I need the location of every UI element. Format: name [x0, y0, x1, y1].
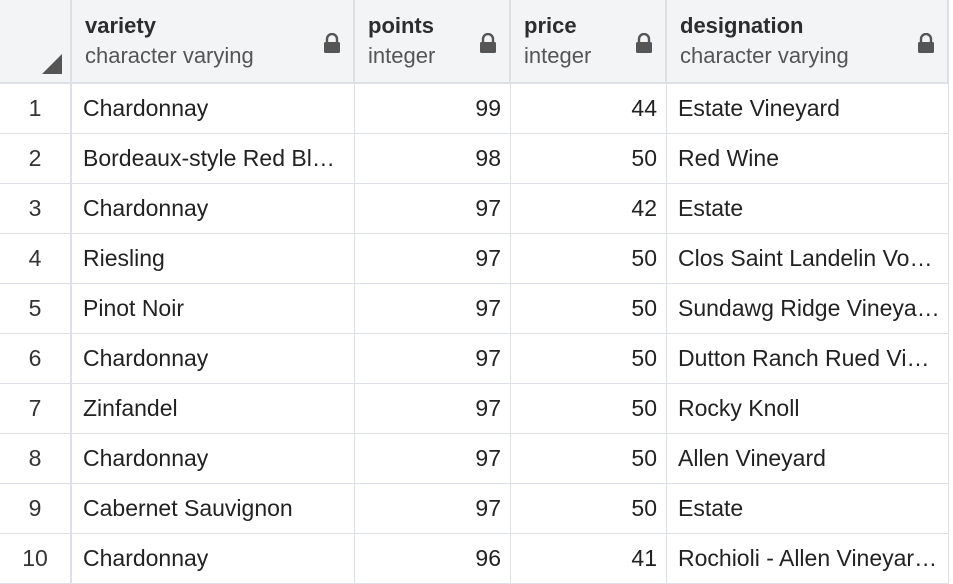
cell-points[interactable]: 97	[355, 184, 511, 234]
cell-variety-text: Pinot Noir	[83, 295, 184, 321]
cell-variety[interactable]: Chardonnay	[72, 84, 355, 134]
cell-variety-text: Bordeaux-style Red Ble…	[83, 145, 346, 171]
cell-variety-text: Chardonnay	[83, 445, 209, 471]
cell-designation[interactable]: Red Wine	[667, 134, 949, 184]
cell-designation[interactable]: Estate	[667, 184, 949, 234]
cell-variety[interactable]: Riesling	[72, 234, 355, 284]
column-header-price[interactable]: price integer	[511, 0, 667, 84]
column-name: variety	[85, 13, 156, 38]
select-all-triangle-icon	[42, 54, 62, 74]
column-type: character varying	[680, 43, 849, 68]
cell-designation-text: Estate Vineyard	[678, 95, 840, 121]
cell-designation-text: Dutton Ranch Rued Vin…	[678, 345, 940, 371]
cell-designation[interactable]: Allen Vineyard	[667, 434, 949, 484]
cell-points[interactable]: 97	[355, 334, 511, 384]
cell-price[interactable]: 50	[511, 434, 667, 484]
cell-designation-text: Estate	[678, 495, 744, 521]
cell-price[interactable]: 50	[511, 134, 667, 184]
cell-variety[interactable]: Zinfandel	[72, 384, 355, 434]
cell-price[interactable]: 50	[511, 384, 667, 434]
cell-variety[interactable]: Bordeaux-style Red Ble…	[72, 134, 355, 184]
cell-price[interactable]: 50	[511, 284, 667, 334]
cell-designation[interactable]: Clos Saint Landelin Vo…	[667, 234, 949, 284]
lock-icon	[480, 33, 496, 53]
cell-variety[interactable]: Cabernet Sauvignon	[72, 484, 355, 534]
cell-designation-text: Rochioli - Allen Vineyar…	[678, 545, 938, 571]
cell-price[interactable]: 42	[511, 184, 667, 234]
column-name: price	[524, 13, 577, 38]
cell-designation-text: Allen Vineyard	[678, 445, 826, 471]
column-type: integer	[524, 43, 592, 68]
cell-designation[interactable]: Estate	[667, 484, 949, 534]
cell-designation-text: Estate	[678, 195, 744, 221]
row-number[interactable]: 8	[0, 434, 72, 484]
row-number[interactable]: 6	[0, 334, 72, 384]
cell-points[interactable]: 97	[355, 484, 511, 534]
cell-price[interactable]: 44	[511, 84, 667, 134]
cell-points[interactable]: 97	[355, 434, 511, 484]
cell-variety-text: Zinfandel	[83, 395, 178, 421]
column-name: points	[368, 13, 434, 38]
lock-icon	[918, 33, 934, 53]
cell-variety[interactable]: Chardonnay	[72, 434, 355, 484]
cell-variety-text: Cabernet Sauvignon	[83, 495, 293, 521]
select-all-corner[interactable]	[0, 0, 72, 84]
cell-variety-text: Chardonnay	[83, 195, 209, 221]
column-name: designation	[680, 13, 804, 38]
cell-points[interactable]: 97	[355, 234, 511, 284]
column-header-variety[interactable]: variety character varying	[72, 0, 355, 84]
column-type: character varying	[85, 43, 254, 68]
cell-designation-text: Clos Saint Landelin Vo…	[678, 245, 933, 271]
cell-designation-text: Sundawg Ridge Vineya…	[678, 295, 940, 321]
cell-price[interactable]: 50	[511, 334, 667, 384]
cell-variety[interactable]: Chardonnay	[72, 184, 355, 234]
cell-designation[interactable]: Rochioli - Allen Vineyar…	[667, 534, 949, 584]
cell-price[interactable]: 50	[511, 484, 667, 534]
row-number[interactable]: 3	[0, 184, 72, 234]
cell-variety-text: Chardonnay	[83, 545, 209, 571]
cell-points[interactable]: 97	[355, 284, 511, 334]
cell-variety-text: Riesling	[83, 245, 165, 271]
cell-price[interactable]: 50	[511, 234, 667, 284]
cell-variety[interactable]: Chardonnay	[72, 334, 355, 384]
cell-points[interactable]: 99	[355, 84, 511, 134]
row-number[interactable]: 1	[0, 84, 72, 134]
cell-price[interactable]: 41	[511, 534, 667, 584]
column-header-points[interactable]: points integer	[355, 0, 511, 84]
row-number[interactable]: 5	[0, 284, 72, 334]
row-number[interactable]: 7	[0, 384, 72, 434]
row-number[interactable]: 4	[0, 234, 72, 284]
cell-variety[interactable]: Chardonnay	[72, 534, 355, 584]
cell-designation[interactable]: Estate Vineyard	[667, 84, 949, 134]
cell-designation-text: Rocky Knoll	[678, 395, 800, 421]
row-number[interactable]: 9	[0, 484, 72, 534]
cell-designation[interactable]: Sundawg Ridge Vineya…	[667, 284, 949, 334]
cell-points[interactable]: 98	[355, 134, 511, 184]
cell-points[interactable]: 96	[355, 534, 511, 584]
cell-points[interactable]: 97	[355, 384, 511, 434]
cell-designation[interactable]: Dutton Ranch Rued Vin…	[667, 334, 949, 384]
lock-icon	[636, 33, 652, 53]
column-header-designation[interactable]: designation character varying	[667, 0, 949, 84]
column-type: integer	[368, 43, 436, 68]
cell-variety[interactable]: Pinot Noir	[72, 284, 355, 334]
cell-designation-text: Red Wine	[678, 145, 779, 171]
row-number[interactable]: 2	[0, 134, 72, 184]
lock-icon	[324, 33, 340, 53]
cell-designation[interactable]: Rocky Knoll	[667, 384, 949, 434]
cell-variety-text: Chardonnay	[83, 95, 209, 121]
cell-variety-text: Chardonnay	[83, 345, 209, 371]
row-number[interactable]: 10	[0, 534, 72, 584]
